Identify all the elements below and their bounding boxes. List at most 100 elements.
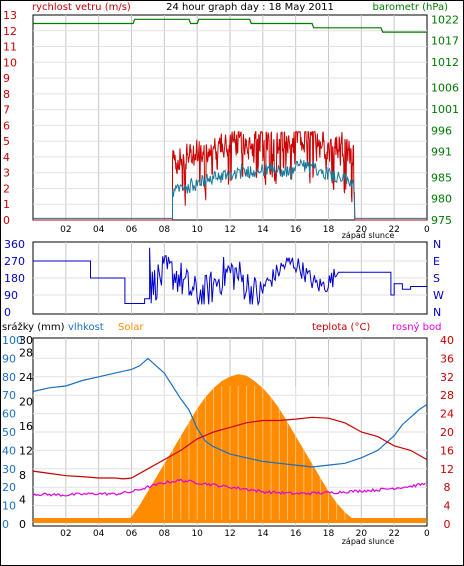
climate-panel-x-tick-label: 04	[93, 529, 105, 539]
wind-speed-tick-label: 1	[3, 198, 10, 211]
pressure-tick-label: 1001	[431, 103, 459, 116]
temperature-tick-label: 16	[440, 444, 454, 457]
temperature-tick-label: 36	[440, 352, 454, 365]
humidity-tick-label: 30	[2, 463, 16, 476]
wind-panel-x-tick-label: 12	[224, 225, 235, 235]
rain-tick-label: 12	[19, 444, 33, 457]
humidity-tick-label: 0	[2, 518, 9, 531]
temperature-tick-label: 28	[440, 389, 454, 402]
pressure-tick-label: 1006	[431, 82, 459, 95]
wind-panel-x-tick-label: 0	[424, 225, 430, 235]
wind-speed-tick-label: 4	[3, 151, 10, 164]
direction-compass-label: E	[433, 255, 440, 268]
wind-speed-tick-label: 8	[3, 88, 10, 101]
humidity-tick-label: 10	[2, 500, 16, 513]
climate-panel-x-tick-label: 02	[60, 529, 71, 539]
rain-tick-label: 28	[19, 346, 33, 359]
wind-direction-series-line	[33, 247, 427, 307]
temperature-series-line	[32, 416, 428, 480]
direction-degree-label: 360	[4, 238, 25, 251]
temperature-tick-label: 20	[440, 426, 454, 439]
temperature-tick-label: 12	[440, 463, 454, 476]
solar-area-gridlines	[163, 386, 346, 520]
climate-panel-x-tick-label: 14	[257, 529, 269, 539]
pressure-tick-labels: 975 980 985 991 996 1001 1006 1012 1017 1022	[431, 13, 459, 227]
wind-panel-x-tick-label: 14	[257, 225, 269, 235]
rain-tick-label: 20	[19, 395, 33, 408]
pressure-tick-label: 991	[431, 146, 452, 159]
temperature-tick-label: 0	[444, 518, 451, 531]
pressure-axis-title: barometr (hPa)	[373, 2, 449, 13]
climate-panel-x-tick-labels: 02 04 06 08 10 12 14 16 18 20 22 0	[60, 529, 430, 539]
wind-gust-series-line	[33, 130, 427, 221]
wind-speed-tick-label: 13	[3, 9, 17, 22]
pressure-tick-label: 1017	[431, 35, 459, 48]
climate-panel-x-tick-label: 20	[356, 529, 368, 539]
rain-tick-label: 4	[19, 493, 26, 506]
wind-panel-x-tick-label: 10	[191, 225, 203, 235]
temperature-tick-label: 24	[440, 408, 454, 421]
temperature-tick-label: 40	[440, 334, 454, 347]
pressure-tick-label: 980	[431, 193, 452, 206]
climate-panel-x-tick-label: 08	[159, 529, 171, 539]
direction-degree-label: 270	[4, 255, 25, 268]
rain-tick-label: 0	[19, 518, 26, 531]
direction-degree-label: 0	[4, 306, 11, 319]
temperature-tick-labels: 0 4 8 12 16 20 24 28 32 36 40	[440, 334, 454, 531]
wind-panel-x-tick-labels: 02 04 06 08 10 12 14 16 18 20 22 0	[60, 225, 430, 235]
temperature-axis-title: teplota (°C)	[312, 322, 370, 333]
pressure-tick-label: 996	[431, 124, 452, 137]
wind-speed-tick-label: 6	[3, 119, 10, 132]
climate-panel-x-tick-label: 0	[424, 529, 430, 539]
humidity-tick-label: 90	[2, 352, 16, 365]
climate-panel-x-tick-label: 10	[191, 529, 203, 539]
direction-compass-label: N	[433, 306, 441, 319]
humidity-series-line	[32, 357, 428, 468]
wind-panel-x-tick-label: 16	[290, 225, 302, 235]
humidity-tick-label: 50	[2, 426, 16, 439]
rain-tick-label: 30	[19, 334, 33, 347]
sunset-label-bottom: západ slunce	[342, 537, 395, 546]
pressure-tick-label: 975	[431, 214, 452, 227]
rain-tick-label: 24	[19, 371, 33, 384]
wind-speed-tick-label: 3	[3, 167, 10, 180]
wind-panel-x-tick-label: 06	[126, 225, 138, 235]
wind-speed-tick-label: 0	[3, 214, 10, 227]
pressure-series-line	[33, 18, 427, 33]
wind-speed-tick-label: 5	[3, 135, 10, 148]
direction-compass-label: N	[433, 238, 441, 251]
dewpoint-axis-title: rosný bod	[392, 321, 441, 333]
direction-degree-labels: 0 90 180 270 360	[4, 238, 25, 319]
wind-panel-x-tick-label: 20	[356, 225, 368, 235]
wind-panel-x-tick-label: 02	[60, 225, 71, 235]
rain-axis-title: srážky (mm)	[2, 321, 65, 333]
humidity-tick-label: 60	[2, 408, 16, 421]
wind-speed-tick-label: 2	[3, 182, 10, 195]
pressure-tick-label: 1012	[431, 56, 459, 69]
wind-speed-tick-label: 9	[3, 72, 10, 85]
wind-speed-tick-label: 10	[3, 56, 17, 69]
humidity-tick-label: 40	[2, 444, 16, 457]
direction-degree-label: 90	[4, 289, 18, 302]
wind-speed-series-line	[33, 158, 427, 219]
dewpoint-series-line	[32, 478, 426, 497]
temperature-tick-label: 4	[444, 500, 451, 513]
pressure-tick-label: 985	[431, 171, 452, 184]
climate-panel-x-tick-label: 16	[290, 529, 302, 539]
wind-panel-x-tick-label: 04	[93, 225, 105, 235]
rain-tick-label: 16	[19, 420, 33, 433]
climate-panel-x-tick-label: 22	[388, 529, 399, 539]
pressure-tick-label: 1022	[431, 13, 459, 26]
direction-compass-label: W	[433, 289, 444, 302]
rain-tick-label: 8	[19, 469, 26, 482]
humidity-tick-label: 100	[2, 334, 23, 347]
wind-speed-tick-label: 7	[3, 104, 10, 117]
direction-degree-label: 180	[4, 272, 25, 285]
temperature-tick-label: 8	[444, 481, 451, 494]
climate-panel-x-tick-label: 06	[126, 529, 138, 539]
